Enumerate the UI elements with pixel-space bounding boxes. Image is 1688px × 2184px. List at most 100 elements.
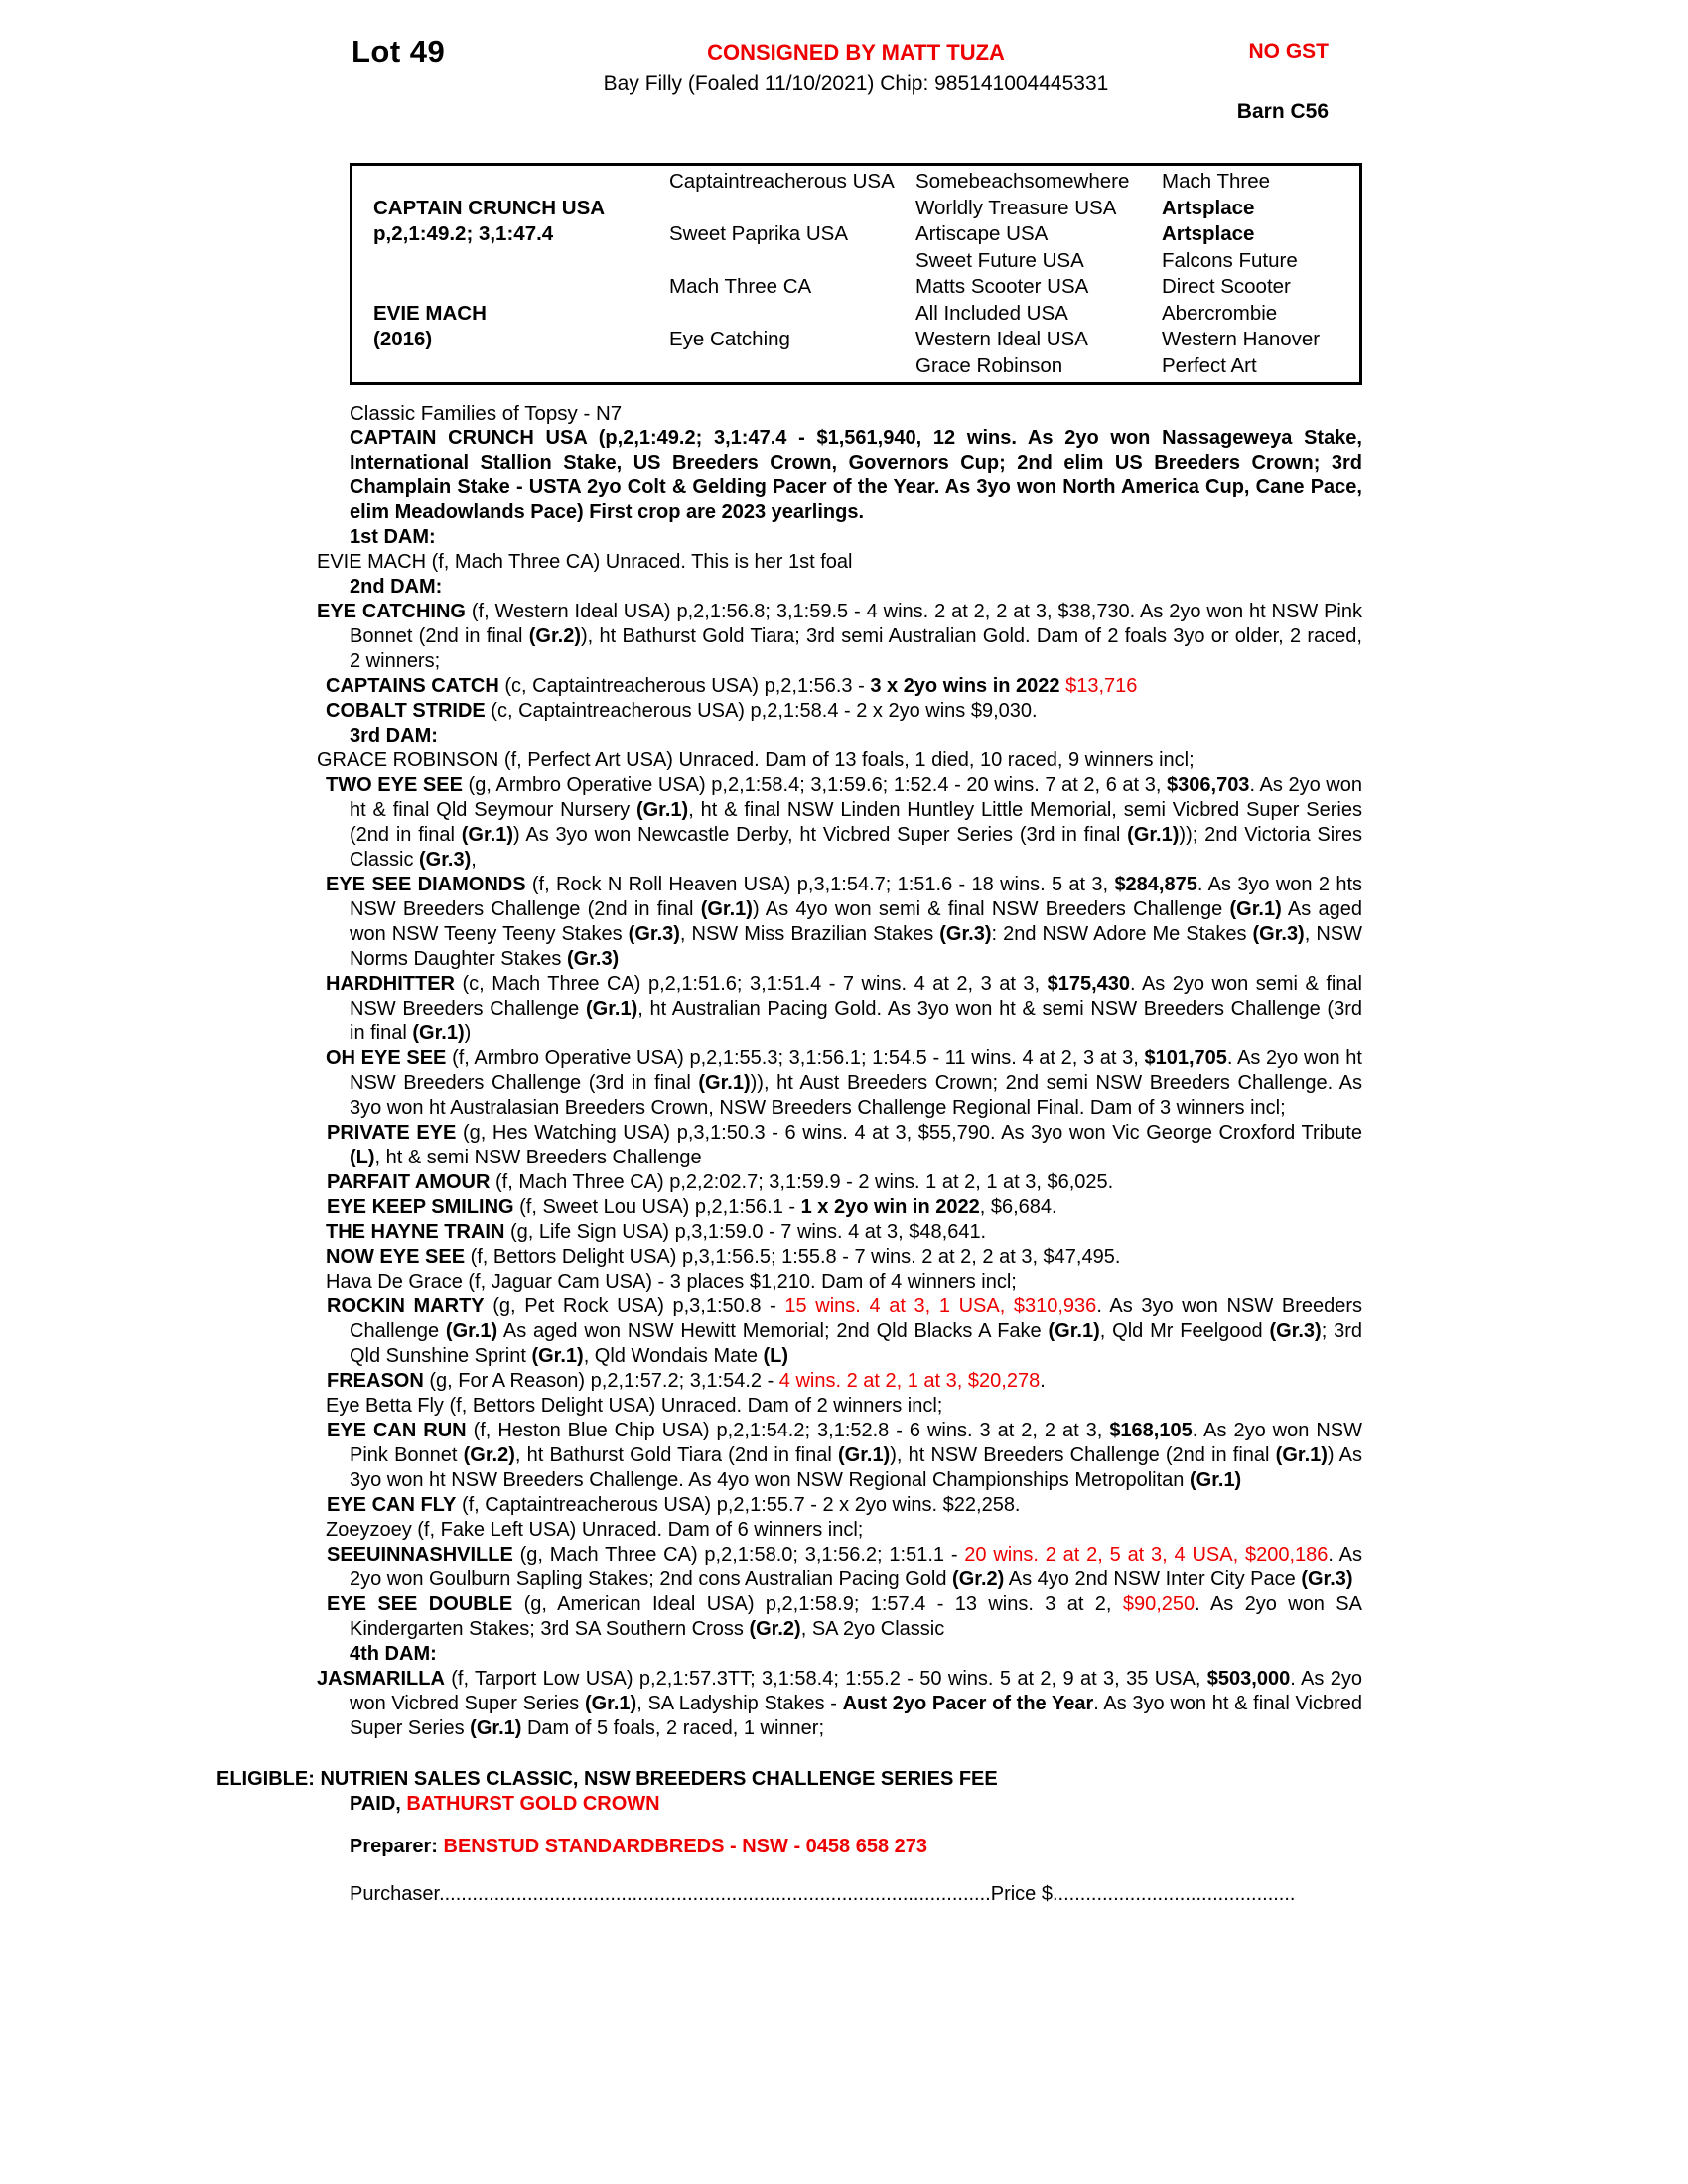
pedigree-table: CAPTAIN CRUNCH USA p,2,1:49.2; 3,1:47.4 EV… [350,163,1362,385]
purchaser-dots: ........................................… [439,1883,991,1905]
text-segment: (Gr.3) [628,923,680,945]
text-segment: ) As 4yo won semi & final NSW Breeders C… [752,898,1230,920]
mare-eye-betta-fly: Eye Betta Fly (f, Bettors Delight USA) U… [326,1394,1362,1419]
pedigree-cell: Matts Scooter USA [915,275,1089,299]
text-segment: Eye Betta Fly (f, Bettors Delight USA) U… [326,1395,943,1417]
pedigree-cell: CAPTAIN CRUNCH USA [373,196,606,219]
sire-summary: CAPTAIN CRUNCH USA (p,2,1:49.2; 3,1:47.4… [350,426,1362,525]
text-segment: , Qld Mr Feelgood [1099,1320,1270,1342]
text-segment: 20 wins. 2 at 2, 5 at 3, 4 USA, $200,186 [964,1544,1329,1566]
text-segment: NOW EYE SEE [326,1246,466,1268]
text-segment: ELIGIBLE: NUTRIEN SALES CLASSIC, NSW BRE… [216,1768,998,1790]
text-segment: , ht Bathurst Gold Tiara (2nd in final [514,1444,838,1466]
text-segment: (Gr.1) [1048,1320,1100,1342]
text-segment: BATHURST GOLD CROWN [406,1793,660,1815]
pedigree-cell: Abercrombie [1162,301,1278,325]
pedigree-cell: Western Hanover [1162,328,1321,351]
pedigree-cell: All Included USA [915,301,1068,325]
text-segment: EYE SEE DOUBLE [327,1593,513,1615]
text-segment: HARDHITTER [326,973,455,995]
pedigree-cell: Direct Scooter [1162,275,1291,299]
text-segment: (Gr.1) [1229,898,1282,920]
text-segment: (Gr.2) [528,625,582,647]
text-segment: )); 2nd Victoria Sires Classic [350,824,1362,871]
text-segment: $168,105 [1109,1420,1193,1441]
progeny-eye-see-double: EYE SEE DOUBLE (g, American Ideal USA) p… [327,1592,1362,1642]
purchaser-line: Purchaser...............................… [350,1883,1301,1906]
text-segment: )), ht Aust Breeders Crown; 2nd semi NSW… [350,1072,1363,1119]
pedigree-cell: Western Ideal USA [915,328,1088,351]
text-segment: (Gr.1) [470,1717,522,1739]
text-segment: Zoeyzoey (f, Fake Left USA) Unraced. Dam… [326,1519,864,1541]
pedigree-cell: Worldly Treasure USA [915,196,1117,219]
text-segment: CAPTAIN CRUNCH USA (p,2,1:49.2; 3,1:47.4… [350,427,1362,523]
progeny-rockin-marty: ROCKIN MARTY (g, Pet Rock USA) p,3,1:50.… [327,1295,1363,1369]
header-right: NO GST Barn C56 [1237,40,1329,124]
price-dots: ........................................… [1052,1883,1296,1905]
mare-evie-mach: EVIE MACH (f, Mach Three CA) Unraced. Th… [317,550,1362,575]
text-segment: (f, Tarport Low USA) p,2,1:57.3TT; 3,1:5… [444,1668,1207,1690]
consignor-line: CONSIGNED BY MATT TUZA [707,40,1005,65]
dam-heading-2nd: 2nd DAM: [350,575,1362,600]
text-segment: (Gr.3) [1252,923,1305,945]
text-segment: (f, Rock N Roll Heaven USA) p,3,1:54.7; … [525,874,1115,895]
pedigree-cell: Sweet Future USA [915,248,1084,272]
pedigree-text: CAPTAIN CRUNCH USA (p,2,1:49.2; 3,1:47.4… [216,426,1363,1859]
text-segment: FREASON [327,1370,424,1392]
text-segment: Hava De Grace (f, Jaguar Cam USA) - 3 pl… [326,1271,1017,1293]
text-segment: (Gr.2) [463,1444,515,1466]
text-segment: (c, Mach Three CA) p,2,1:51.6; 3,1:51.4 … [455,973,1048,995]
mare-jasmarilla: JASMARILLA (f, Tarport Low USA) p,2,1:57… [317,1667,1363,1741]
text-segment: (Gr.1) [635,799,689,821]
text-segment: ; 3rd Qld Sunshine Sprint [350,1320,1362,1367]
progeny-oh-eye-see: OH EYE SEE (f, Armbro Operative USA) p,2… [326,1046,1363,1121]
text-segment: Aust 2yo Pacer of the Year [842,1693,1094,1714]
text-segment: , ht Australian Pacing Gold. As 3yo won … [350,998,1362,1044]
text-segment: . As 2yo won SA Kindergarten Stakes; 3rd… [350,1593,1362,1640]
progeny-eye-can-fly: EYE CAN FLY (f, Captaintreacherous USA) … [327,1493,1362,1518]
pedigree-cell: Somebeachsomewhere [915,170,1130,194]
text-segment: (Gr.3) [939,923,992,945]
text-segment: THE HAYNE TRAIN [326,1221,505,1243]
purchaser-label: Purchaser [350,1883,440,1905]
text-segment: (f, Captaintreacherous USA) p,2,1:55.7 -… [456,1494,1021,1516]
text-segment: 3rd DAM: [350,725,438,747]
text-segment: . As 3yo won NSW Breeders Challenge [350,1296,1363,1342]
text-segment: (f, Mach Three CA) p,2,2:02.7; 3,1:59.9 … [490,1171,1114,1193]
pedigree-cell: Sweet Paprika USA [669,222,849,246]
text-segment: . As 2yo won ht & final Qld Seymour Nurs… [350,774,1362,821]
text-segment: EYE CATCHING [317,601,466,622]
progeny-captains-catch: CAPTAINS CATCH (c, Captaintreacherous US… [326,674,1362,699]
text-segment: , SA 2yo Classic [800,1618,945,1640]
text-segment: (f, Heston Blue Chip USA) p,2,1:54.2; 3,… [466,1420,1110,1441]
text-segment: EYE CAN RUN [327,1420,467,1441]
text-segment: OH EYE SEE [326,1047,447,1069]
text-segment: $306,703 [1167,774,1250,796]
text-segment: Dam of 5 foals, 2 raced, 1 winner; [521,1717,825,1739]
lot-header: Lot 49 CONSIGNED BY MATT TUZA Bay Filly … [350,34,1362,133]
barn-number: Barn C56 [1236,100,1329,123]
text-segment: EVIE MACH (f, Mach Three CA) Unraced. Th… [317,551,853,573]
text-segment: (Gr.1) [1127,824,1180,846]
dam-heading-3rd: 3rd DAM: [350,724,1362,749]
text-segment: (Gr.1) [531,1345,584,1367]
progeny-now-eye-see: NOW EYE SEE (f, Bettors Delight USA) p,3… [326,1245,1362,1270]
text-segment: ) [464,1023,472,1044]
text-segment: As aged won NSW Teeny Teeny Stakes [350,898,1363,945]
family-line: Classic Families of Topsy - N7 [350,402,623,425]
text-segment: JASMARILLA [317,1668,445,1690]
text-segment: , ht & final NSW Linden Huntley Little M… [350,799,1362,846]
progeny-parfait-amour: PARFAIT AMOUR (f, Mach Three CA) p,2,2:0… [327,1170,1362,1195]
text-segment: 3 x 2yo wins in 2022 [870,675,1066,697]
progeny-eye-can-run: EYE CAN RUN (f, Heston Blue Chip USA) p,… [327,1419,1362,1493]
text-segment: TWO EYE SEE [326,774,463,796]
text-segment: (c, Captaintreacherous USA) p,2,1:58.4 -… [485,700,1038,722]
mare-hava-de-grace: Hava De Grace (f, Jaguar Cam USA) - 3 pl… [326,1270,1362,1295]
text-segment: (Gr.2) [952,1569,1005,1590]
text-segment: (Gr.1) [1189,1469,1242,1491]
text-segment: (g, Hes Watching USA) p,3,1:50.3 - 6 win… [456,1122,1362,1144]
text-segment: (Gr.3) [1301,1569,1353,1590]
text-segment: 1 x 2yo win in 2022 [800,1196,980,1218]
text-segment: (c, Captaintreacherous USA) p,2,1:56.3 - [498,675,871,697]
text-segment: . As 2yo won Vicbred Super Series [350,1668,1363,1714]
